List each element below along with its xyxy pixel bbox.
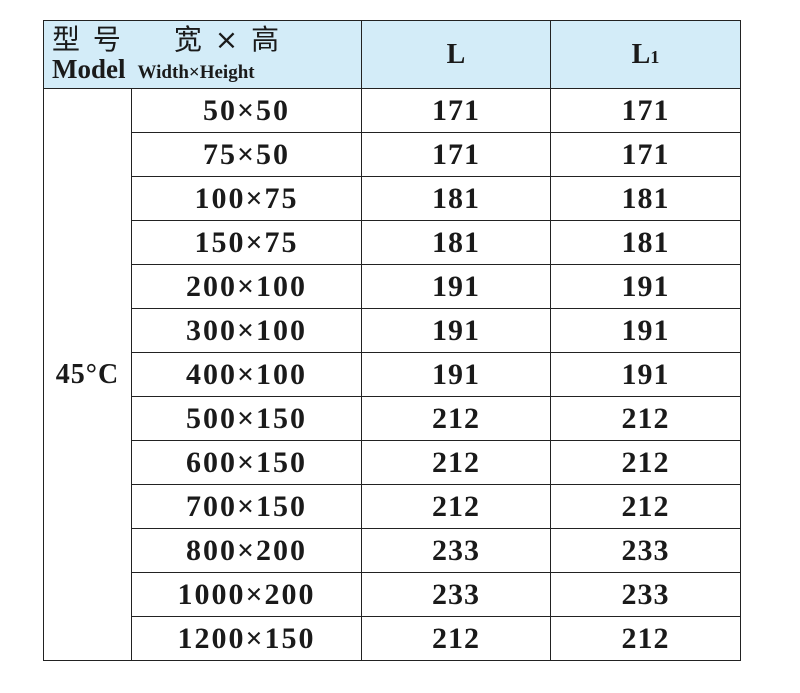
- L-cell: 181: [361, 176, 551, 221]
- L-cell: 233: [361, 528, 551, 573]
- L-cell: 191: [361, 352, 551, 397]
- L1-cell: 212: [550, 396, 741, 441]
- L1-cell: 212: [550, 440, 741, 485]
- header-row: 型 号 宽 × 高 Model Width×Height L L1: [43, 20, 741, 89]
- L1-cell: 191: [550, 264, 741, 309]
- size-cell: 600×150: [131, 440, 362, 485]
- size-cell: 50×50: [131, 88, 362, 133]
- L1-cell: 181: [550, 176, 741, 221]
- model-zh-label: 型 号: [52, 23, 123, 56]
- size-cell: 150×75: [131, 220, 362, 265]
- col-L-header: L: [361, 20, 551, 89]
- size-cell: 400×100: [131, 352, 362, 397]
- table-row: 200×100 191 191: [44, 264, 741, 309]
- size-zh-label: 宽 × 高: [173, 23, 282, 56]
- table-row: 300×100 191 191: [44, 308, 741, 353]
- L-cell: 171: [361, 88, 551, 133]
- size-cell: 1000×200: [131, 572, 362, 617]
- dimension-table: 型 号 宽 × 高 Model Width×Height L L1 45°C 50×…: [43, 20, 741, 661]
- size-cell: 1200×150: [131, 616, 362, 661]
- size-cell: 200×100: [131, 264, 362, 309]
- size-en-label: Width×Height: [137, 62, 255, 83]
- L1-cell: 191: [550, 308, 741, 353]
- L-cell: 212: [361, 396, 551, 441]
- table-row: 1200×150 212 212: [44, 616, 741, 661]
- L-cell: 212: [361, 440, 551, 485]
- table-row: 1000×200 233 233: [44, 572, 741, 617]
- model-en-label: Model: [52, 54, 126, 84]
- table-row: 400×100 191 191: [44, 352, 741, 397]
- size-cell: 100×75: [131, 176, 362, 221]
- col-L1-header: L1: [550, 20, 741, 89]
- L-cell: 212: [361, 484, 551, 529]
- size-cell: 300×100: [131, 308, 362, 353]
- L-cell: 191: [361, 264, 551, 309]
- table-row: 45°C 50×50 171 171: [43, 88, 741, 661]
- model-size-header: 型 号 宽 × 高 Model Width×Height: [43, 20, 362, 89]
- L1-cell: 191: [550, 352, 741, 397]
- L1-cell: 171: [550, 132, 741, 177]
- L1-cell: 233: [550, 528, 741, 573]
- L-cell: 212: [361, 616, 551, 661]
- table-row: 800×200 233 233: [44, 528, 741, 573]
- table-row: 150×75 181 181: [44, 220, 741, 265]
- L1-cell: 233: [550, 572, 741, 617]
- L-cell: 233: [361, 572, 551, 617]
- L-cell: 191: [361, 308, 551, 353]
- L1-cell: 171: [550, 88, 741, 133]
- size-cell: 700×150: [131, 484, 362, 529]
- table-row: 75×50 171 171: [44, 132, 741, 177]
- L1-cell: 212: [550, 484, 741, 529]
- table-row: 600×150 212 212: [44, 440, 741, 485]
- L-cell: 181: [361, 220, 551, 265]
- size-cell: 500×150: [131, 396, 362, 441]
- size-cell: 75×50: [131, 132, 362, 177]
- L-cell: 171: [361, 132, 551, 177]
- table-row: 700×150 212 212: [44, 484, 741, 529]
- size-cell: 800×200: [131, 528, 362, 573]
- L1-cell: 212: [550, 616, 741, 661]
- table-row: 500×150 212 212: [44, 396, 741, 441]
- temperature-group-label: 45°C: [43, 88, 132, 661]
- table-row: 100×75 181 181: [44, 176, 741, 221]
- L1-cell: 181: [550, 220, 741, 265]
